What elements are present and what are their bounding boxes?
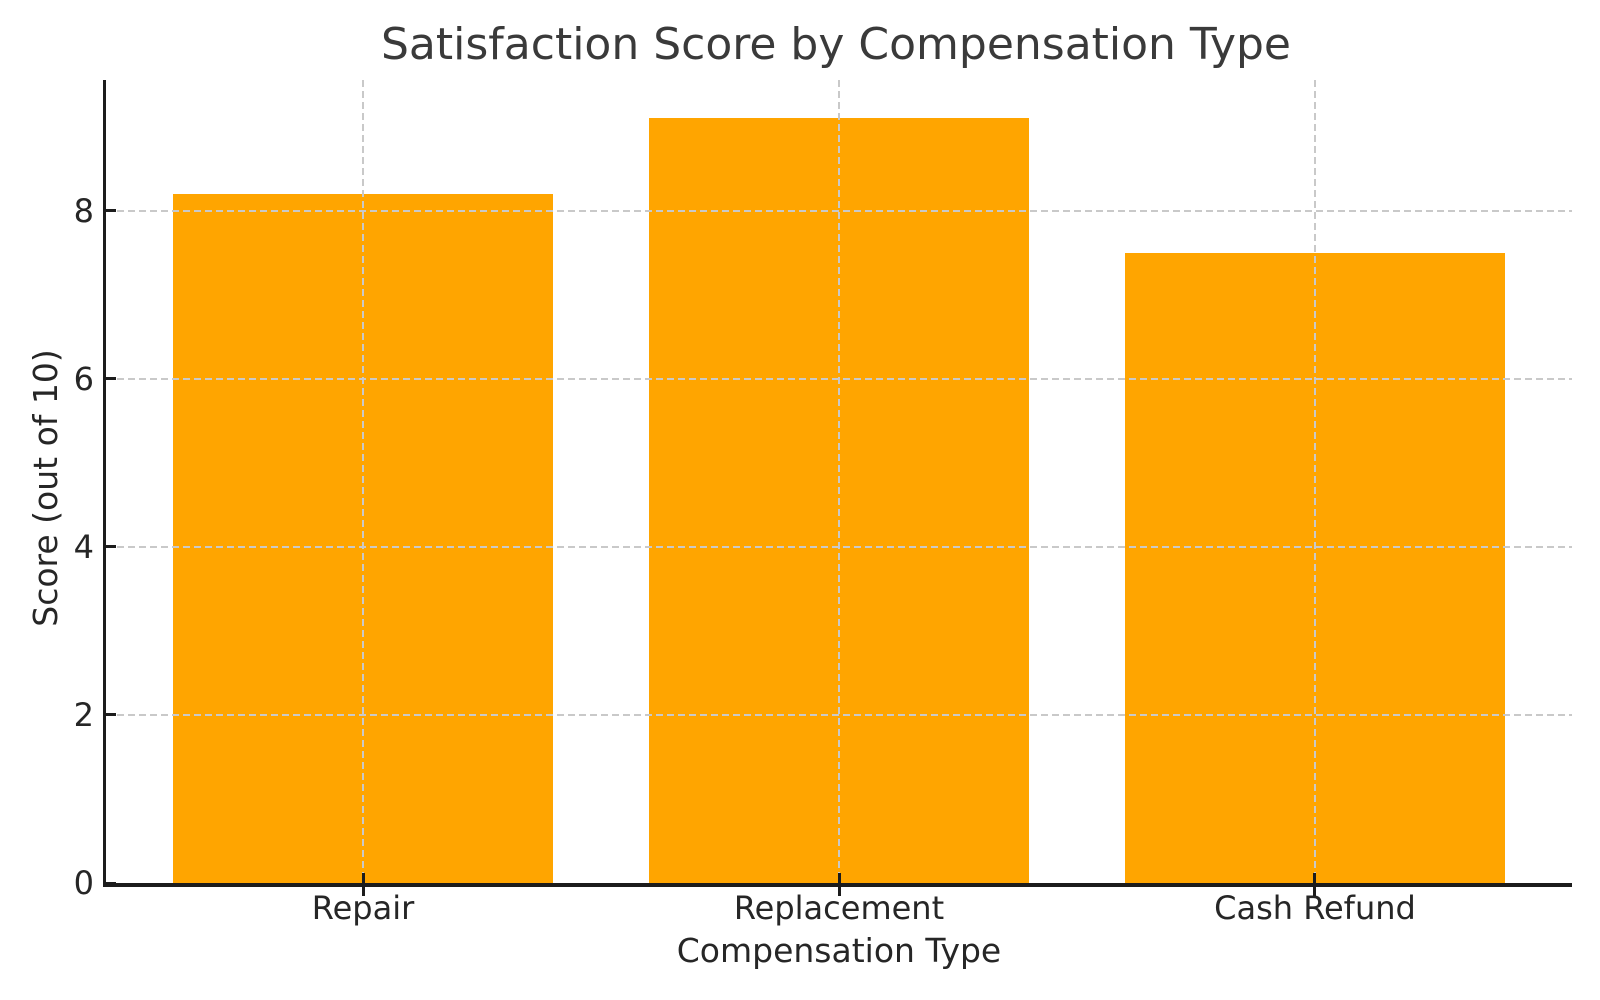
y-tick-mark [106, 545, 116, 549]
y-tick-mark [106, 713, 116, 717]
y-tick-label-4: 4 [73, 527, 94, 566]
horizontal-gridline [106, 545, 1572, 548]
y-tick-label-0: 0 [73, 864, 94, 902]
y-tick-mark [106, 209, 116, 213]
grid-layer [106, 80, 1572, 883]
x-tick-mark [1313, 873, 1317, 896]
x-tick-label-repair: Repair [311, 889, 415, 927]
chart-title: Satisfaction Score by Compensation Type [381, 19, 1291, 70]
x-tick-label-replacement: Replacement [733, 889, 945, 927]
vertical-gridline [1313, 80, 1316, 883]
horizontal-gridline [106, 377, 1572, 380]
x-tick-label-cash-refund: Cash Refund [1214, 889, 1416, 927]
vertical-gridline [838, 80, 840, 883]
plot-area [106, 80, 1572, 896]
horizontal-gridline [106, 713, 1572, 716]
y-tick-mark [106, 377, 116, 381]
x-tick-mark [361, 873, 365, 896]
y-tick-label-8: 8 [73, 191, 94, 230]
vertical-gridline [362, 80, 365, 883]
x-tick-mark [837, 873, 841, 896]
y-tick-label-6: 6 [73, 359, 94, 398]
y-tick-mark [106, 881, 116, 885]
ticks-layer [106, 80, 1572, 896]
y-tick-label-2: 2 [73, 695, 94, 734]
x-axis-label: Compensation Type [676, 931, 1002, 970]
horizontal-gridline [106, 209, 1572, 212]
y-axis-spine [103, 80, 106, 887]
